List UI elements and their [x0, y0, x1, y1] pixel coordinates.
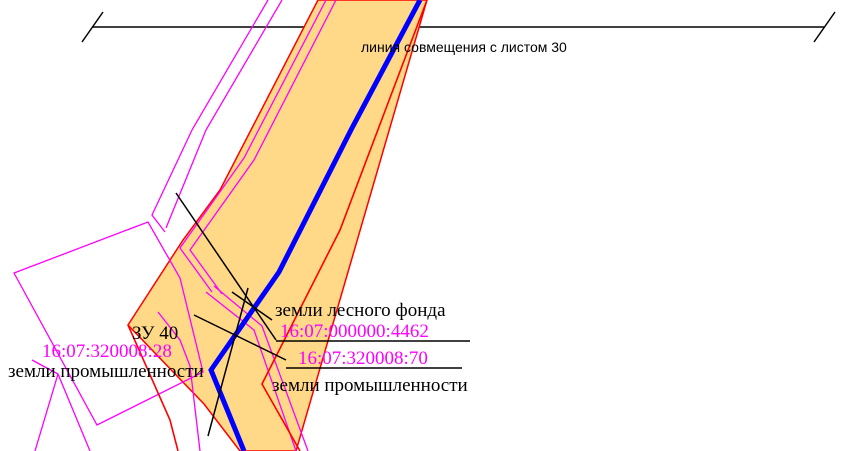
parcel-zu40: [127, 0, 428, 451]
parcel-zu40-label: ЗУ 40: [132, 323, 179, 344]
leader-lines: [175, 192, 470, 437]
road-line: [208, 0, 423, 451]
match-line-label: линия совмещения с листом 30: [361, 39, 567, 55]
industrial-land-label-left: земли промышленности: [8, 361, 204, 382]
boundary-lines: [13, 0, 337, 451]
match-line: [81, 11, 836, 43]
forest-land-label: земли лесного фонда: [275, 300, 446, 321]
cadastral-number-4462: 16:07:000000:4462: [280, 321, 429, 342]
cadastral-number-70: 16:07:320008:70: [298, 348, 428, 369]
industrial-land-label-right: земли промышленности: [272, 375, 468, 396]
cadastral-number-28: 16:07:320008:28: [42, 341, 172, 362]
parcel-outline-red: [127, 0, 428, 451]
